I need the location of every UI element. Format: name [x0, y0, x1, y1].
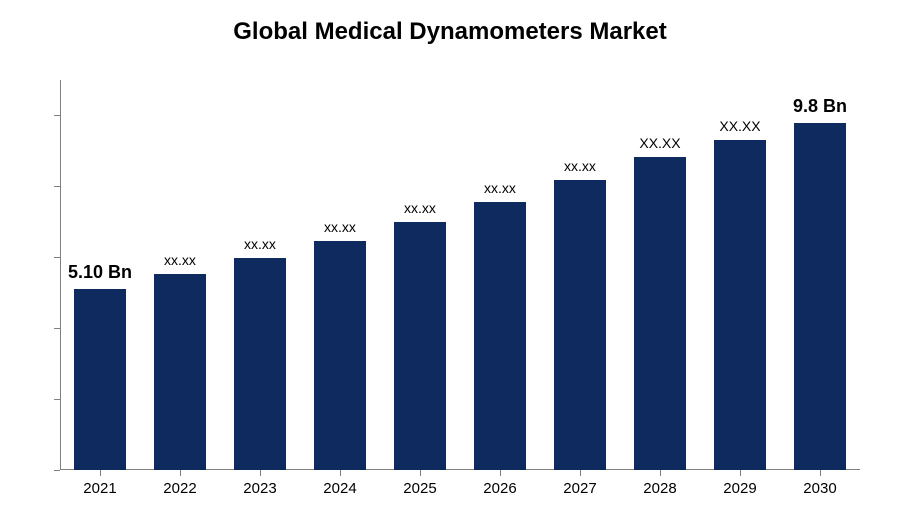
- bar-value-label: XX.XX: [639, 135, 680, 151]
- category-label: 2027: [563, 480, 596, 497]
- category-label: 2024: [323, 480, 356, 497]
- bar-group: 9.8 Bn2030: [794, 80, 847, 470]
- bar-value-label: XX.XX: [719, 118, 760, 134]
- bars-layer: 5.10 Bn2021xx.xx2022xx.xx2023xx.xx2024xx…: [60, 80, 860, 470]
- bar-value-label: xx.xx: [484, 180, 516, 196]
- x-tick: [820, 470, 821, 476]
- bar-value-label: xx.xx: [164, 252, 196, 268]
- bar-group: xx.xx2025: [394, 80, 447, 470]
- bar: [634, 157, 687, 470]
- bar: [554, 180, 607, 470]
- y-tick: [54, 186, 60, 187]
- bar-value-label: 9.8 Bn: [793, 96, 847, 117]
- bar-group: xx.xx2027: [554, 80, 607, 470]
- category-label: 2028: [643, 480, 676, 497]
- category-label: 2026: [483, 480, 516, 497]
- y-tick: [54, 328, 60, 329]
- bar-value-label: xx.xx: [244, 236, 276, 252]
- y-tick: [54, 470, 60, 471]
- bar-value-label: xx.xx: [324, 219, 356, 235]
- bar: [314, 241, 367, 470]
- bar-group: xx.xx2026: [474, 80, 527, 470]
- bar-group: XX.XX2028: [634, 80, 687, 470]
- y-tick: [54, 257, 60, 258]
- plot-area: 5.10 Bn2021xx.xx2022xx.xx2023xx.xx2024xx…: [60, 80, 860, 470]
- bar: [74, 289, 127, 470]
- x-tick: [500, 470, 501, 476]
- bar-group: xx.xx2023: [234, 80, 287, 470]
- bar-group: xx.xx2022: [154, 80, 207, 470]
- bar-group: xx.xx2024: [314, 80, 367, 470]
- bar: [474, 202, 527, 470]
- bar-group: 5.10 Bn2021: [74, 80, 127, 470]
- bar-value-label: 5.10 Bn: [68, 262, 132, 283]
- y-tick: [54, 115, 60, 116]
- category-label: 2021: [83, 480, 116, 497]
- bar: [154, 274, 207, 470]
- category-label: 2025: [403, 480, 436, 497]
- bar-value-label: xx.xx: [564, 158, 596, 174]
- bar-value-label: xx.xx: [404, 200, 436, 216]
- bar: [714, 140, 767, 470]
- chart-container: Global Medical Dynamometers Market 5.10 …: [0, 0, 900, 525]
- bar-group: XX.XX2029: [714, 80, 767, 470]
- x-tick: [100, 470, 101, 476]
- bar: [794, 123, 847, 470]
- x-tick: [740, 470, 741, 476]
- x-tick: [580, 470, 581, 476]
- category-label: 2023: [243, 480, 276, 497]
- x-tick: [420, 470, 421, 476]
- chart-title: Global Medical Dynamometers Market: [0, 18, 900, 46]
- x-tick: [260, 470, 261, 476]
- y-tick: [54, 399, 60, 400]
- x-tick: [660, 470, 661, 476]
- category-label: 2022: [163, 480, 196, 497]
- x-tick: [340, 470, 341, 476]
- category-label: 2029: [723, 480, 756, 497]
- bar: [234, 258, 287, 470]
- category-label: 2030: [803, 480, 836, 497]
- bar: [394, 222, 447, 470]
- x-tick: [180, 470, 181, 476]
